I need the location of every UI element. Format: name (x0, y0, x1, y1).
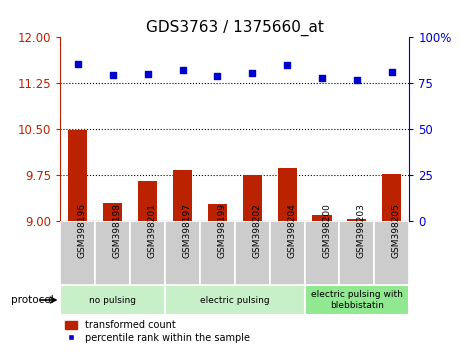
Bar (173, 170, 192, 221)
Point (144, 71, 152, 77)
Bar (278, 168, 297, 221)
Bar (374, 221, 409, 285)
Text: electric pulsing with
blebbistatin: electric pulsing with blebbistatin (311, 290, 403, 310)
Bar (243, 175, 262, 221)
Text: GSM398202: GSM398202 (252, 204, 261, 258)
Text: GSM398197: GSM398197 (182, 203, 192, 258)
Text: GSM398200: GSM398200 (322, 203, 331, 258)
Bar (312, 215, 332, 221)
Bar (68, 130, 87, 221)
Text: GSM398201: GSM398201 (148, 203, 157, 258)
Point (74, 61, 82, 67)
Text: GSM398204: GSM398204 (287, 204, 296, 258)
Bar (165, 285, 305, 315)
Bar (382, 174, 401, 221)
Legend: transformed count, percentile rank within the sample: transformed count, percentile rank withi… (65, 320, 250, 343)
Bar (305, 285, 409, 315)
Text: GSM398196: GSM398196 (78, 203, 87, 258)
Point (109, 72, 116, 78)
Point (353, 77, 361, 83)
Bar (138, 181, 157, 221)
Bar (103, 203, 122, 221)
Bar (208, 204, 227, 221)
Bar (270, 221, 305, 285)
Bar (165, 221, 200, 285)
Point (248, 70, 256, 76)
Bar (347, 219, 366, 221)
Text: GSM398203: GSM398203 (357, 203, 366, 258)
Bar (130, 221, 165, 285)
Text: GSM398205: GSM398205 (392, 203, 401, 258)
Bar (235, 221, 270, 285)
Text: GSM398198: GSM398198 (113, 203, 122, 258)
Point (388, 69, 395, 75)
Bar (305, 221, 339, 285)
Bar (339, 221, 374, 285)
Text: electric pulsing: electric pulsing (200, 296, 270, 304)
Point (214, 73, 221, 79)
Bar (95, 221, 130, 285)
Text: protocol: protocol (11, 295, 53, 305)
Point (318, 75, 325, 81)
Point (179, 67, 186, 73)
Point (283, 62, 291, 68)
Bar (200, 221, 235, 285)
Title: GDS3763 / 1375660_at: GDS3763 / 1375660_at (146, 19, 324, 36)
Bar (60, 221, 95, 285)
Bar (60, 285, 165, 315)
Text: GSM398199: GSM398199 (218, 203, 226, 258)
Text: no pulsing: no pulsing (89, 296, 136, 304)
